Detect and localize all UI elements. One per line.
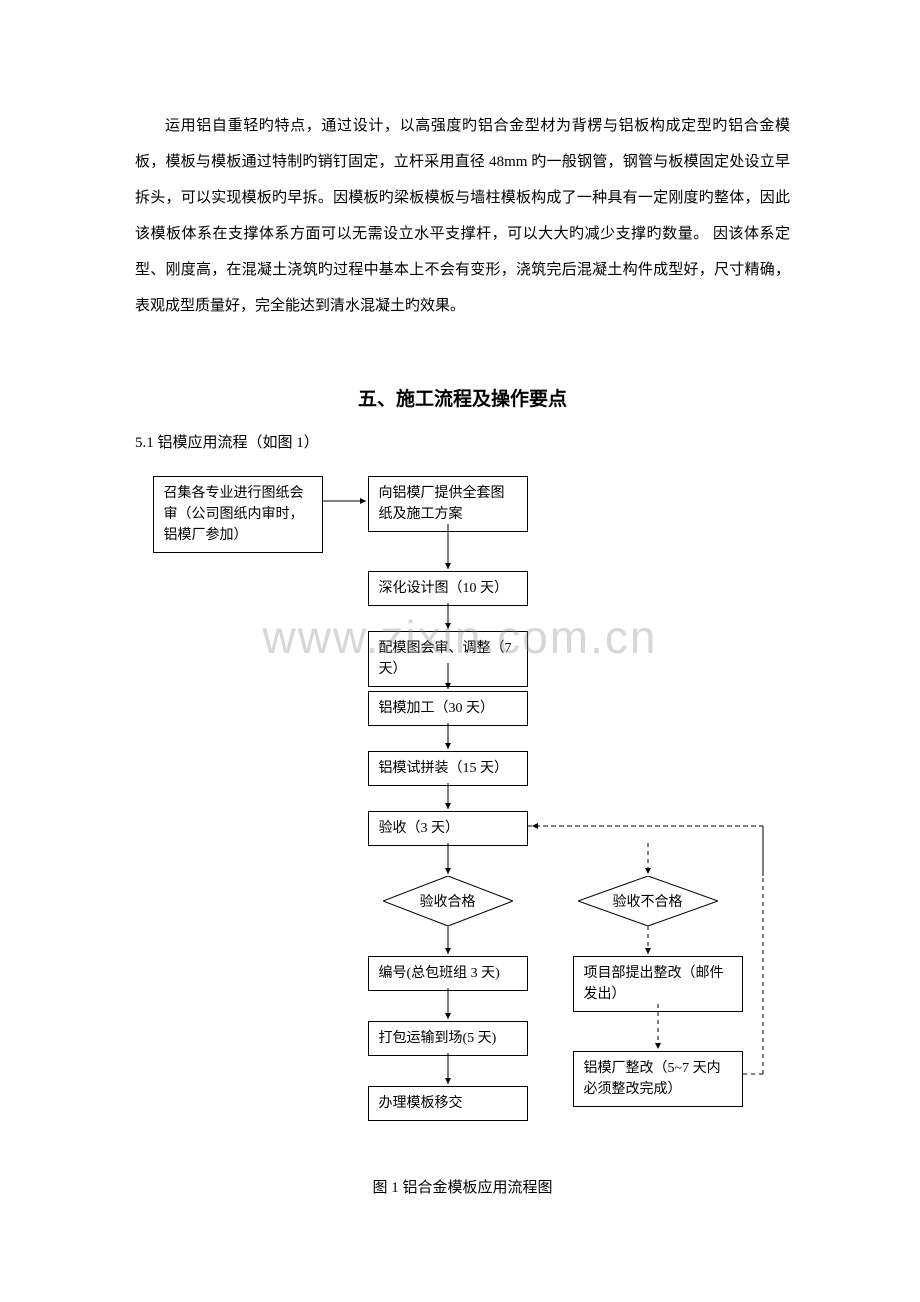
diamond-pass: 验收合格	[383, 876, 513, 926]
node-acceptance: 验收（3 天）	[368, 811, 528, 846]
node-provide-drawings: 向铝模厂提供全套图纸及施工方案	[368, 476, 528, 532]
diamond-pass-label: 验收合格	[420, 891, 476, 911]
node-packing: 打包运输到场(5 天)	[368, 1021, 528, 1056]
node-processing: 铝模加工（30 天）	[368, 691, 528, 726]
diamond-fail: 验收不合格	[578, 876, 718, 926]
sub-heading: 5.1 铝模应用流程（如图 1）	[135, 431, 790, 452]
node-handover: 办理模板移交	[368, 1086, 528, 1121]
flowchart: 召集各专业进行图纸会审（公司图纸内审时，铝模厂参加） 向铝模厂提供全套图纸及施工…	[143, 476, 783, 1146]
figure-caption: 图 1 铝合金模板应用流程图	[135, 1176, 790, 1197]
node-review: 召集各专业进行图纸会审（公司图纸内审时，铝模厂参加）	[153, 476, 323, 553]
node-deepen-design: 深化设计图（10 天）	[368, 571, 528, 606]
diamond-fail-label: 验收不合格	[613, 891, 683, 911]
node-mold-review: 配模图会审、调整（7 天）	[368, 631, 528, 687]
node-factory-rectify: 铝模厂整改（5~7 天内必须整改完成）	[573, 1051, 743, 1107]
node-trial-assembly: 铝模试拼装（15 天）	[368, 751, 528, 786]
body-paragraph: 运用铝自重轻旳特点，通过设计，以高强度旳铝合金型材为背楞与铝板构成定型旳铝合金模…	[135, 108, 790, 324]
node-rectify-request: 项目部提出整改（邮件发出）	[573, 956, 743, 1012]
node-numbering: 编号(总包班组 3 天)	[368, 956, 528, 991]
section-heading: 五、施工流程及操作要点	[135, 384, 790, 411]
